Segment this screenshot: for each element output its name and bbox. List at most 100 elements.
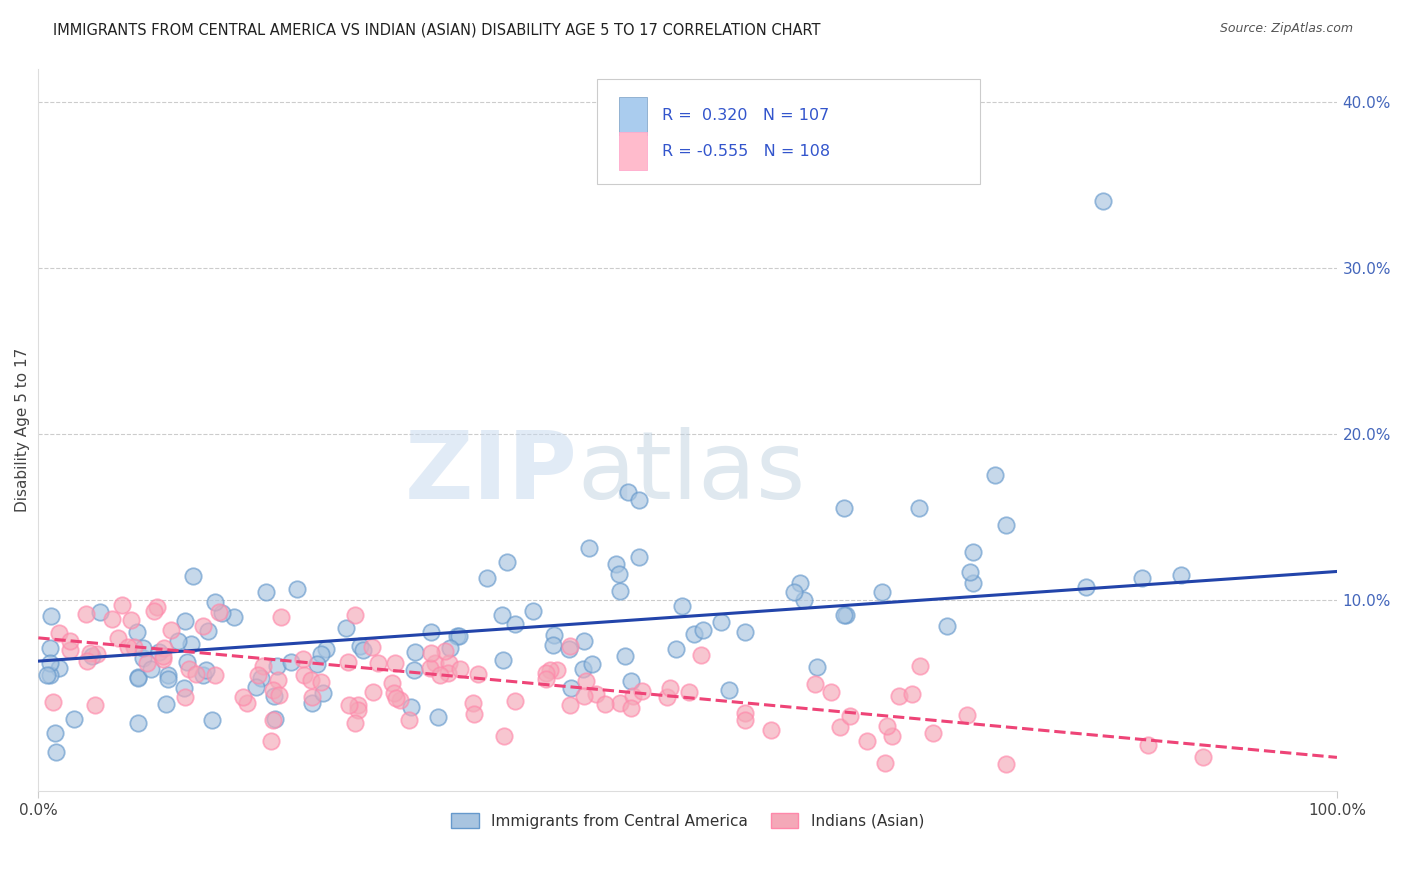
Point [280, 655, 302, 669]
Point [152, 649, 174, 664]
Point [541, 638, 564, 652]
Point [683, 627, 706, 641]
Point [671, 599, 693, 613]
Point [48, 661, 70, 675]
Point [585, 687, 607, 701]
Point [197, 624, 219, 638]
Text: R =  0.320   N = 107: R = 0.320 N = 107 [662, 108, 830, 123]
Point [607, 566, 630, 581]
Point [142, 604, 165, 618]
Point [921, 726, 943, 740]
Point [260, 734, 283, 748]
Point [546, 663, 568, 677]
Point [491, 607, 513, 622]
Point [404, 645, 426, 659]
Point [76, 654, 98, 668]
Point [439, 640, 461, 655]
Point [166, 634, 188, 648]
Point [389, 692, 412, 706]
Point [309, 648, 332, 662]
Point [204, 595, 226, 609]
Point [425, 656, 447, 670]
Point [450, 662, 472, 676]
Point [578, 541, 600, 556]
Text: IMMIGRANTS FROM CENTRAL AMERICA VS INDIAN (ASIAN) DISABILITY AGE 5 TO 17 CORRELA: IMMIGRANTS FROM CENTRAL AMERICA VS INDIA… [53, 22, 821, 37]
Point [337, 698, 360, 713]
Point [301, 690, 323, 704]
Point [710, 615, 733, 629]
Point [173, 681, 195, 695]
Point [157, 668, 180, 682]
Point [195, 663, 218, 677]
Point [344, 607, 367, 622]
Point [59, 642, 82, 657]
Point [1092, 194, 1115, 209]
Point [184, 666, 207, 681]
Point [262, 682, 284, 697]
Point [159, 624, 181, 638]
Point [254, 584, 277, 599]
Point [398, 713, 420, 727]
Point [263, 689, 285, 703]
Point [107, 631, 129, 645]
Point [832, 501, 855, 516]
Point [39, 641, 62, 656]
Point [956, 707, 979, 722]
Point [475, 571, 498, 585]
Point [232, 690, 254, 704]
Point [120, 613, 142, 627]
Point [534, 672, 557, 686]
Point [250, 671, 273, 685]
Point [614, 648, 637, 663]
Point [793, 593, 815, 607]
Point [900, 687, 922, 701]
Point [262, 713, 284, 727]
Point [285, 582, 308, 597]
Point [222, 609, 245, 624]
Point [494, 729, 516, 743]
Point [734, 706, 756, 721]
Point [496, 555, 519, 569]
Point [558, 698, 581, 712]
Point [962, 544, 984, 558]
Point [880, 729, 903, 743]
Point [446, 629, 468, 643]
Point [575, 674, 598, 689]
Point [692, 623, 714, 637]
Point [503, 616, 526, 631]
FancyBboxPatch shape [619, 132, 647, 169]
Text: R = -0.555   N = 108: R = -0.555 N = 108 [662, 144, 830, 159]
Point [593, 697, 616, 711]
Point [122, 640, 145, 654]
Point [605, 558, 627, 572]
Point [936, 619, 959, 633]
Point [176, 656, 198, 670]
Point [437, 666, 460, 681]
Point [959, 565, 981, 579]
Point [558, 642, 581, 657]
Point [609, 697, 631, 711]
Point [309, 674, 332, 689]
Point [789, 576, 811, 591]
Point [399, 700, 422, 714]
Point [834, 608, 856, 623]
Point [534, 665, 557, 680]
Point [127, 671, 149, 685]
Point [312, 686, 335, 700]
Point [367, 656, 389, 670]
Point [145, 599, 167, 614]
Point [734, 625, 756, 640]
Point [305, 657, 328, 671]
Point [782, 584, 804, 599]
Point [48, 626, 70, 640]
FancyBboxPatch shape [619, 97, 647, 135]
Point [995, 518, 1018, 533]
Point [336, 656, 359, 670]
Point [45, 745, 67, 759]
Point [152, 640, 174, 655]
Point [211, 606, 233, 620]
Point [429, 668, 451, 682]
Point [315, 642, 337, 657]
Point [617, 484, 640, 499]
Text: ZIP: ZIP [405, 427, 578, 519]
